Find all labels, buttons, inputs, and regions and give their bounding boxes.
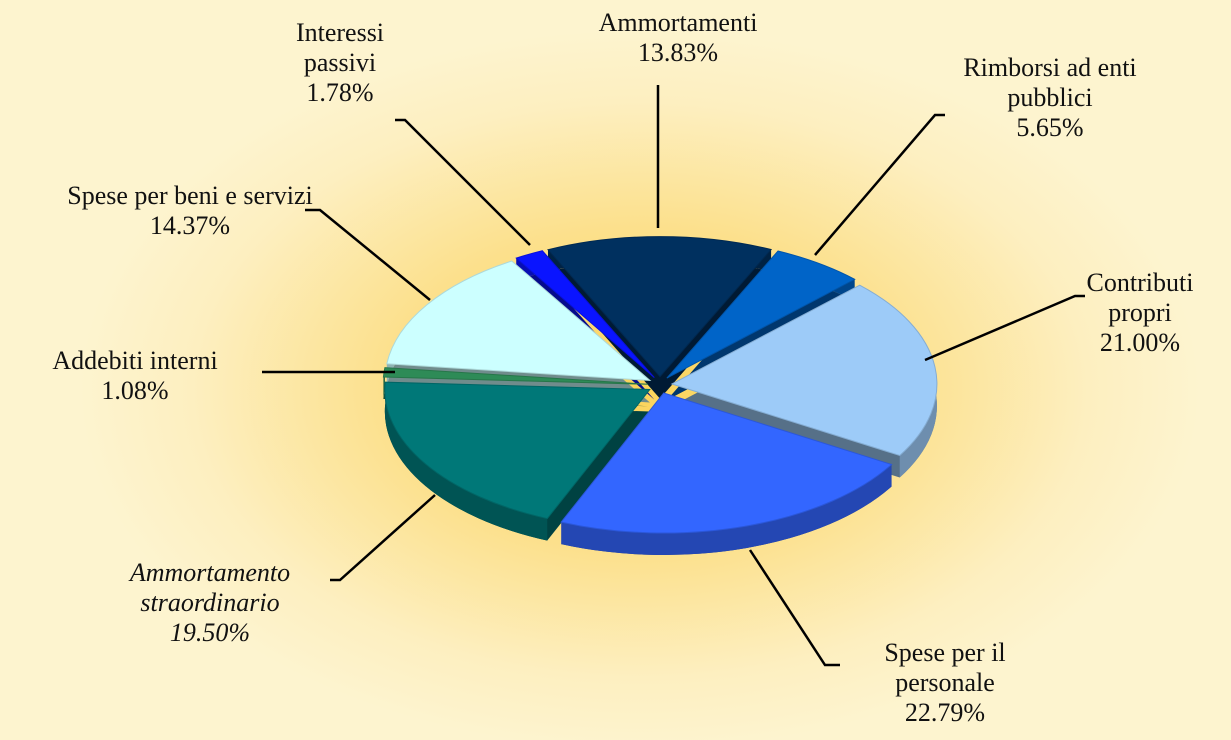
value-label: 1.08% [101, 376, 169, 405]
category-label: Interessi passivi [295, 18, 385, 77]
slice-label: Addebiti interni 1.08% [0, 346, 285, 406]
slice [666, 250, 856, 379]
slice [384, 381, 651, 520]
slice-wall [384, 382, 548, 541]
slice-label: Interessi passivi 1.78% [265, 18, 415, 108]
category-label: Addebiti interni [52, 346, 218, 375]
category-label: Ammortamento straordinario [129, 558, 291, 617]
slice [547, 236, 773, 378]
category-label: Spese per beni e servizi [67, 181, 313, 210]
leader-line [924, 294, 1085, 362]
slice [515, 250, 655, 378]
value-label: 21.00% [1099, 328, 1181, 357]
leader-line [814, 113, 945, 256]
slice [560, 392, 893, 534]
slice-wall [561, 464, 892, 555]
category-label: Spese per il personale [884, 638, 1006, 697]
slice [670, 284, 938, 457]
category-label: Ammortamenti [598, 8, 758, 37]
slice-label: Contributi propri 21.00% [1060, 268, 1220, 358]
value-label: 13.83% [637, 38, 719, 67]
slice-label: Spese per beni e servizi 14.37% [65, 181, 315, 241]
leader-line [748, 549, 840, 667]
slice [386, 260, 652, 382]
leader-line [395, 118, 531, 246]
value-label: 1.78% [306, 78, 374, 107]
leader-line [330, 494, 436, 582]
slice-label: Ammortamenti 13.83% [518, 8, 838, 68]
leader-line [305, 208, 431, 301]
value-label: 14.37% [149, 211, 231, 240]
slice-label: Rimborsi ad enti pubblici 5.65% [945, 53, 1155, 143]
slice-label: Ammortamento straordinario 19.50% [75, 558, 345, 648]
slice-label: Spese per il personale 22.79% [840, 638, 1050, 728]
value-label: 22.79% [904, 698, 986, 727]
value-label: 19.50% [169, 618, 251, 647]
value-label: 5.65% [1016, 113, 1084, 142]
category-label: Contributi propri [1086, 268, 1194, 327]
category-label: Rimborsi ad enti pubblici [963, 53, 1137, 112]
